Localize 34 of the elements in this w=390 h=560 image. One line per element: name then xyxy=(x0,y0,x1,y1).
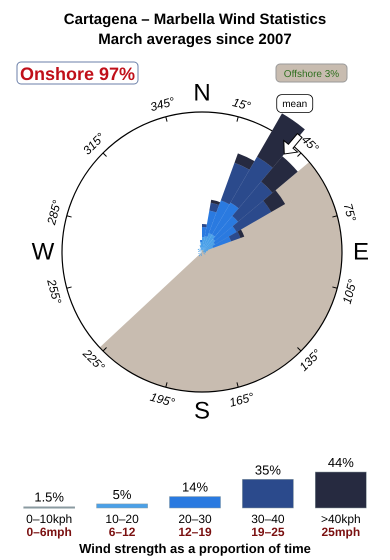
x-tick-label: 20–30 12–19 xyxy=(178,512,212,539)
text: Offshore 3% xyxy=(284,69,340,80)
x-tick-label: 10–20 6–12 xyxy=(105,512,140,539)
text: S xyxy=(194,398,210,424)
data-label: 35% xyxy=(254,462,282,478)
text: 285° xyxy=(44,198,64,228)
text: mean xyxy=(282,99,308,110)
bar xyxy=(169,496,221,508)
text: 195° xyxy=(148,390,176,410)
data-label: 1.5% xyxy=(34,490,64,504)
text: N xyxy=(193,80,211,106)
x-tick-label: >40kph 25mph xyxy=(320,512,361,539)
data-label: 44% xyxy=(328,455,354,470)
bar xyxy=(242,479,294,508)
bar xyxy=(315,472,367,508)
text: 75° xyxy=(340,202,359,224)
text: Onshore 97% xyxy=(20,64,136,84)
x-tick-label: 30–40 19–25 xyxy=(251,512,285,539)
text: 105° xyxy=(340,278,360,306)
text: 165° xyxy=(228,390,256,410)
data-label: 14% xyxy=(182,480,208,495)
bar xyxy=(96,504,148,508)
text: W xyxy=(32,238,55,266)
text: 45° xyxy=(298,132,322,156)
x-tick-label: 0–10kph 0–6mph xyxy=(26,512,72,539)
text: 15° xyxy=(231,95,252,114)
text: March averages since 2007 xyxy=(98,31,292,48)
text: Cartagena – Marbella Wind Statistics xyxy=(64,11,326,28)
text: 225° xyxy=(79,346,108,374)
data-label: 5% xyxy=(112,486,132,502)
x-axis-title: Wind strength as a proportion of time xyxy=(79,541,311,556)
text: E xyxy=(352,238,370,266)
text: 255° xyxy=(44,276,64,306)
text: 345° xyxy=(148,94,176,114)
